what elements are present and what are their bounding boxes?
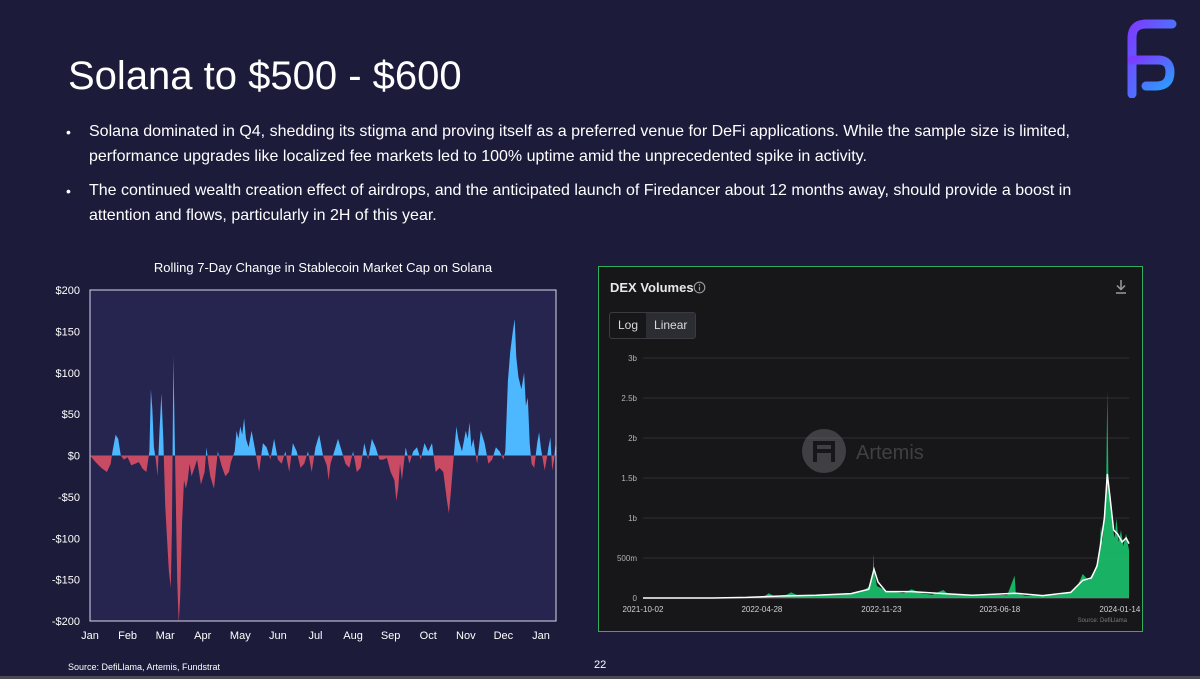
y-tick-label: $50: [62, 409, 80, 421]
positive-area: [90, 319, 556, 456]
average-line: [643, 473, 1130, 599]
y-tick-label: -$100: [52, 533, 80, 545]
y-tick-label: -$150: [52, 575, 80, 587]
x-tick-label: Jan: [81, 630, 99, 642]
x-tick-label: 2022-04-28: [741, 605, 782, 614]
x-tick-label: 2023-06-18: [979, 605, 1020, 614]
y-tick-label: 3b: [628, 354, 637, 363]
plot-border: [89, 289, 557, 622]
bullet-item: The continued wealth creation effect of …: [62, 179, 1132, 228]
fundstrat-logo-icon: [1127, 19, 1177, 98]
x-tick-label: Apr: [194, 630, 211, 642]
bottom-divider: [0, 676, 1200, 679]
bullet-item: Solana dominated in Q4, shedding its sti…: [62, 120, 1132, 169]
y-tick-label: 2b: [628, 434, 637, 443]
dex-source-note: Source: DefiLlama: [1078, 618, 1128, 624]
bullet-list: Solana dominated in Q4, shedding its sti…: [62, 120, 1132, 238]
x-tick-label: 2024-01-14: [1099, 605, 1140, 614]
x-tick-label: Dec: [494, 630, 514, 642]
slide-title: Solana to $500 - $600: [68, 54, 462, 98]
y-tick-label: -$200: [52, 616, 80, 628]
y-tick-label: $200: [56, 285, 80, 297]
volume-area: [643, 390, 1129, 598]
x-tick-label: Oct: [420, 630, 437, 642]
x-tick-label: Sep: [381, 630, 401, 642]
page-number: 22: [594, 659, 607, 671]
artemis-logo-icon: [802, 429, 846, 473]
y-tick-label: 1.5b: [621, 474, 637, 483]
x-tick-label: Aug: [343, 630, 363, 642]
x-tick-label: 2021-10-02: [623, 605, 664, 614]
dex-volumes-panel: DEX Volumes Log Linear 0 500m 1b 1.5b 2b 2.5b…: [598, 266, 1143, 632]
y-tick-label: 2.5b: [621, 394, 637, 403]
y-tick-label: 1b: [628, 514, 637, 523]
x-tick-label: Jan: [532, 630, 550, 642]
dex-volumes-chart: 0 500m 1b 1.5b 2b 2.5b 3b Artemis 2021-10-02 2022…: [617, 354, 1141, 624]
stablecoin-change-chart: Rolling 7-Day Change in Stablecoin Marke…: [52, 260, 557, 642]
x-tick-label: Jun: [269, 630, 287, 642]
y-tick-label: $0: [68, 451, 80, 463]
x-tick-label: 2022-11-23: [861, 605, 902, 614]
artemis-logo-mark: [813, 441, 835, 462]
artemis-watermark: Artemis: [802, 429, 924, 473]
y-tick-label: 0: [633, 594, 638, 603]
y-tick-label: $100: [56, 368, 80, 380]
x-tick-label: May: [230, 630, 251, 642]
dex-volumes-title: DEX Volumes: [610, 280, 694, 295]
source-note: Source: DefiLlama, Artemis, Fundstrat: [68, 662, 221, 672]
toggle-linear[interactable]: Linear: [646, 313, 696, 338]
x-tick-label: Mar: [156, 630, 175, 642]
chart-title: Rolling 7-Day Change in Stablecoin Marke…: [154, 260, 493, 275]
y-tick-label: 500m: [617, 554, 637, 563]
x-tick-label: Jul: [308, 630, 322, 642]
x-tick-label: Feb: [118, 630, 137, 642]
y-tick-label: -$50: [58, 492, 80, 504]
download-icon[interactable]: [1114, 279, 1128, 295]
toggle-log[interactable]: Log: [618, 318, 639, 332]
watermark-text: Artemis: [856, 442, 924, 464]
scale-toggle: Log Linear: [609, 312, 697, 339]
x-tick-label: Nov: [456, 630, 476, 642]
y-tick-label: $150: [56, 326, 80, 338]
info-icon[interactable]: [693, 281, 706, 294]
